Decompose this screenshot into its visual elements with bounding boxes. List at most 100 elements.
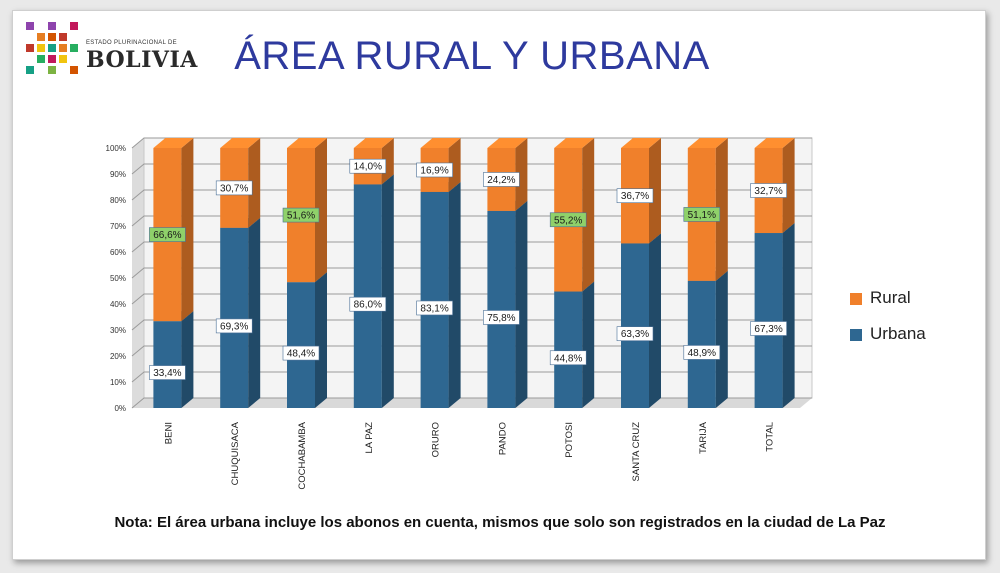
- data-label-urbana-box: [750, 321, 787, 336]
- data-label-urbana: 33,4%: [153, 368, 181, 379]
- data-label-urbana: 67,3%: [754, 324, 782, 335]
- footnote: Nota: El área urbana incluye los abonos …: [114, 514, 886, 531]
- bar-rural-top: [220, 138, 261, 148]
- data-label-rural: 24,2%: [487, 175, 515, 186]
- bar-urbana-side: [315, 272, 327, 408]
- bar-urbana-side: [515, 200, 528, 408]
- data-label-rural: 51,6%: [287, 211, 315, 222]
- x-tick-label: CHUQUISACA: [230, 421, 241, 485]
- bar-rural-side: [315, 138, 327, 283]
- y-tick-label: 60%: [110, 248, 126, 257]
- logo-tile: [26, 66, 34, 74]
- bar-rural-side: [448, 138, 461, 192]
- logo-tile: [37, 33, 45, 41]
- bar-rural-top: [621, 138, 661, 148]
- data-label-urbana: 69,3%: [220, 321, 248, 332]
- x-tick-label: COCHABAMBA: [297, 421, 308, 489]
- bar-urbana-side: [715, 270, 728, 408]
- bar-urbana-side: [448, 181, 461, 408]
- logo-small-text: ESTADO PLURINACIONAL DE: [86, 40, 177, 46]
- data-label-rural: 55,2%: [554, 215, 582, 226]
- bar-urbana-front: [687, 280, 716, 408]
- bar-urbana: [220, 217, 261, 408]
- bar-urbana-side: [381, 174, 394, 408]
- data-label-rural-box: [483, 172, 520, 187]
- logo-tile: [70, 66, 78, 74]
- x-tick-label: TARIJA: [698, 421, 709, 454]
- data-label-urbana-box: [616, 326, 654, 342]
- logo-tile: [70, 44, 78, 52]
- data-label-rural-box: [215, 180, 253, 196]
- y-tick-label: 30%: [110, 326, 126, 335]
- data-label-urbana-box: [282, 345, 320, 361]
- logo-tile: [48, 33, 56, 41]
- data-label-rural-box: [349, 158, 387, 174]
- bar-rural-top: [420, 138, 461, 148]
- legend-item-urbana: Urbana: [850, 324, 926, 344]
- logo-name: BOLIVIA: [86, 47, 198, 73]
- bar-urbana: [353, 174, 394, 408]
- bar-rural-top: [153, 138, 194, 148]
- legend-item-rural: Rural: [850, 288, 911, 308]
- x-tick-label: LA PAZ: [364, 422, 375, 454]
- data-label-urbana-box: [349, 296, 387, 312]
- bar-rural-side: [181, 138, 194, 322]
- logo-tile: [48, 44, 56, 52]
- bar-urbana-front: [153, 321, 182, 408]
- bar-urbana: [153, 311, 194, 408]
- x-tick-label: BENI: [163, 422, 174, 444]
- bar-urbana: [754, 223, 795, 408]
- logo-tile: [48, 66, 56, 74]
- data-label-urbana-box: [149, 365, 186, 380]
- data-label-rural-box: [549, 212, 587, 228]
- bar-urbana: [420, 181, 461, 408]
- legend-label-rural: Rural: [870, 288, 911, 307]
- y-tick-label: 80%: [110, 196, 126, 205]
- data-label-urbana: 48,4%: [287, 349, 315, 360]
- y-tick-label: 20%: [110, 352, 126, 361]
- bar-rural-top: [687, 138, 728, 148]
- bar-urbana: [554, 281, 595, 408]
- bar-rural-top: [287, 138, 327, 148]
- y-tick-label: 100%: [106, 144, 126, 153]
- y-tick-label: 50%: [110, 274, 126, 283]
- data-label-urbana: 86,0%: [354, 300, 382, 311]
- data-label-rural: 51,1%: [688, 210, 716, 221]
- data-label-urbana-box: [416, 300, 453, 316]
- data-label-urbana-box: [215, 318, 253, 334]
- bar-urbana: [687, 270, 728, 408]
- bar-urbana-front: [420, 191, 449, 408]
- bar-rural-top: [754, 138, 795, 148]
- chart-title: ÁREA RURAL Y URBANA: [234, 34, 710, 78]
- y-tick-label: 90%: [110, 170, 126, 179]
- legend-swatch-rural: [850, 292, 862, 305]
- x-tick-label: POTOSI: [564, 422, 575, 458]
- bar-urbana-front: [554, 291, 583, 408]
- bar-urbana-front: [220, 227, 249, 408]
- bar-rural-side: [782, 138, 795, 234]
- bar-urbana-side: [248, 217, 261, 408]
- x-tick-label: TOTAL: [765, 422, 776, 452]
- data-label-rural: 30,7%: [220, 183, 248, 194]
- data-label-urbana: 48,9%: [688, 348, 716, 359]
- data-label-urbana: 83,1%: [420, 303, 448, 314]
- data-label-urbana: 75,8%: [487, 313, 515, 324]
- y-tick-label: 70%: [110, 222, 126, 231]
- bar-urbana-front: [487, 210, 516, 408]
- y-tick-label: 0%: [114, 404, 126, 413]
- bar-urbana-front: [353, 184, 382, 408]
- data-label-urbana-box: [683, 345, 721, 360]
- legend-swatch-urbana: [850, 328, 862, 341]
- bar-urbana: [287, 272, 327, 408]
- data-label-urbana: 63,3%: [621, 329, 649, 340]
- x-tick-label: PANDO: [497, 422, 508, 455]
- logo-tile: [48, 22, 56, 30]
- logo-tile: [37, 55, 45, 63]
- bar-rural-side: [715, 138, 728, 281]
- bar-urbana: [487, 200, 528, 408]
- bar-rural-side: [649, 138, 661, 244]
- legend-label-urbana: Urbana: [870, 324, 926, 343]
- data-label-rural: 32,7%: [754, 186, 782, 197]
- logo-tile: [59, 55, 67, 63]
